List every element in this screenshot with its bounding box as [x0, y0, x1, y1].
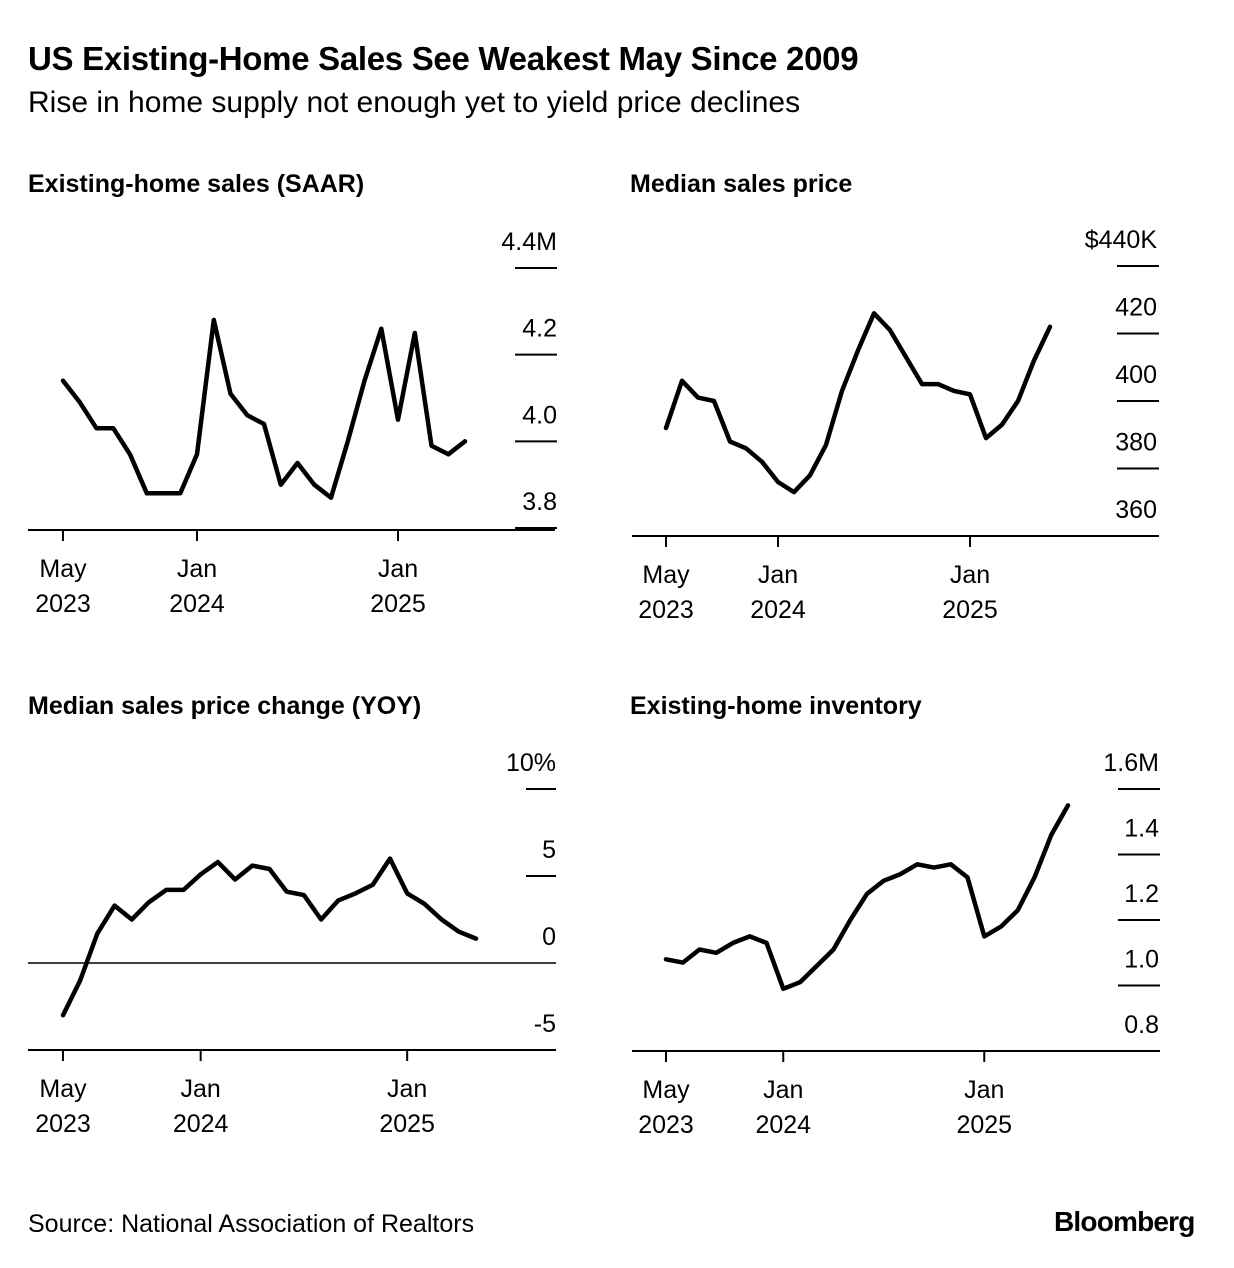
- y-tick-label-price: 420: [1115, 294, 1157, 322]
- y-tick-label-sales: 3.8: [522, 488, 557, 516]
- x-tick-label-year-inventory: 2025: [956, 1111, 1012, 1139]
- x-tick-label-yoy: Jan: [387, 1075, 427, 1103]
- y-tick-label-yoy: 10%: [506, 749, 556, 777]
- x-tick-label-inventory: Jan: [763, 1076, 803, 1104]
- y-tick-label-inventory: 1.2: [1124, 880, 1159, 908]
- y-tick-label-price: $440K: [1085, 226, 1158, 254]
- x-tick-label-yoy: Jan: [181, 1075, 221, 1103]
- x-tick-label-inventory: Jan: [964, 1076, 1004, 1104]
- x-tick-label-price: May: [642, 561, 690, 589]
- x-tick-label-year-yoy: 2025: [379, 1110, 435, 1138]
- x-tick-label-year-yoy: 2023: [35, 1110, 91, 1138]
- series-line-sales: [60, 317, 468, 500]
- x-tick-label-year-price: 2023: [638, 596, 694, 624]
- y-tick-label-sales: 4.0: [522, 401, 557, 429]
- y-tick-label-inventory: 1.0: [1124, 946, 1159, 974]
- y-tick-label-price: 400: [1115, 361, 1157, 389]
- y-tick-label-price: 380: [1115, 429, 1157, 457]
- y-tick-label-sales: 4.2: [522, 315, 557, 343]
- chart-subtitle: Rise in home supply not enough yet to yi…: [28, 86, 801, 119]
- panel-title-yoy: Median sales price change (YOY): [28, 692, 422, 720]
- x-tick-label-sales: May: [39, 555, 87, 583]
- x-tick-label-year-inventory: 2023: [638, 1111, 694, 1139]
- chart-title: US Existing-Home Sales See Weakest May S…: [28, 40, 859, 77]
- x-tick-label-sales: Jan: [378, 555, 418, 583]
- y-tick-label-sales: 4.4M: [501, 228, 557, 256]
- panel-title-inventory: Existing-home inventory: [630, 692, 922, 720]
- x-tick-label-year-yoy: 2024: [173, 1110, 229, 1138]
- panel-title-sales: Existing-home sales (SAAR): [28, 170, 365, 198]
- x-tick-label-price: Jan: [950, 561, 990, 589]
- y-tick-label-yoy: 0: [542, 923, 556, 951]
- y-tick-label-yoy: -5: [534, 1010, 556, 1038]
- y-tick-label-price: 360: [1115, 496, 1157, 524]
- series-line-inventory: [663, 803, 1071, 992]
- x-tick-label-year-sales: 2025: [370, 590, 426, 618]
- series-line-price: [663, 311, 1053, 495]
- x-tick-label-year-sales: 2024: [169, 590, 225, 618]
- x-tick-label-year-inventory: 2024: [755, 1111, 811, 1139]
- y-tick-label-yoy: 5: [542, 836, 556, 864]
- x-tick-label-year-price: 2024: [750, 596, 806, 624]
- x-tick-label-year-price: 2025: [942, 596, 998, 624]
- x-tick-label-yoy: May: [39, 1075, 87, 1103]
- y-tick-label-inventory: 1.6M: [1103, 749, 1159, 777]
- bloomberg-logo: Bloomberg: [1054, 1206, 1195, 1237]
- y-tick-label-inventory: 0.8: [1124, 1011, 1159, 1039]
- panel-title-price: Median sales price: [630, 170, 853, 198]
- x-tick-label-sales: Jan: [177, 555, 217, 583]
- x-tick-label-inventory: May: [642, 1076, 690, 1104]
- source-note: Source: National Association of Realtors: [28, 1210, 475, 1238]
- x-tick-label-price: Jan: [758, 561, 798, 589]
- series-line-yoy: [60, 856, 479, 1018]
- y-tick-label-inventory: 1.4: [1124, 815, 1159, 843]
- x-tick-label-year-sales: 2023: [35, 590, 91, 618]
